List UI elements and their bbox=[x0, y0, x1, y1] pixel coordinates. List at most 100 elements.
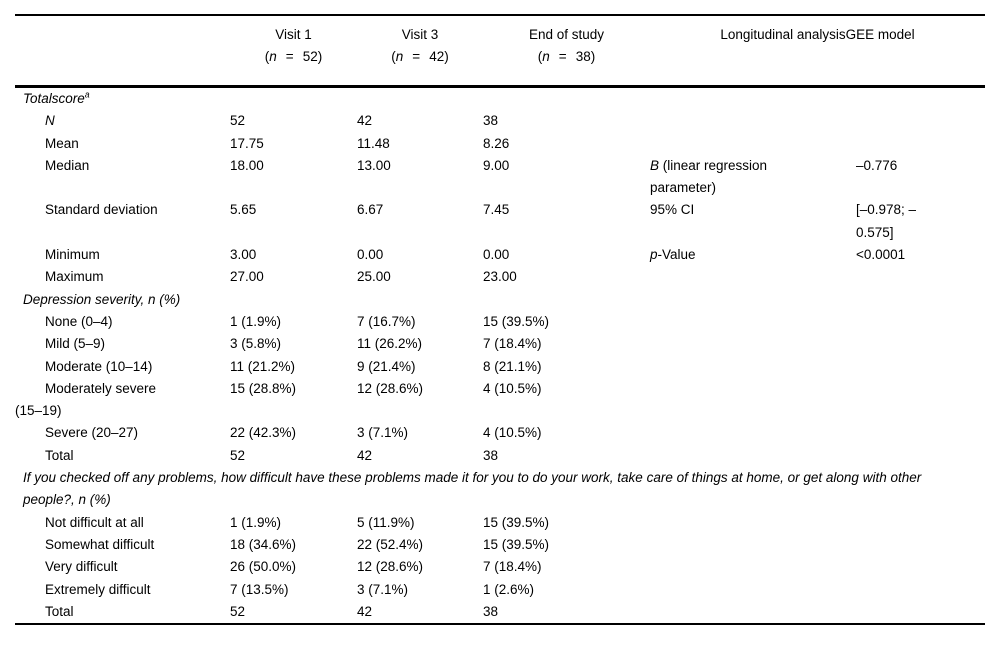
table-row: Standard deviation 5.65 6.67 7.45 95% CI [–0.… bbox=[15, 199, 985, 244]
visit1-value: 11 (21.2%) bbox=[230, 358, 296, 374]
table-row: Maximum 27.00 25.00 23.00 bbox=[15, 266, 985, 288]
visit1-value: 17.75 bbox=[230, 135, 264, 151]
gee-statistic-label bbox=[650, 512, 800, 534]
gee-statistic-label bbox=[650, 133, 800, 155]
end-of-study-value: 7.45 bbox=[483, 202, 510, 218]
footnote-marker: a bbox=[84, 89, 90, 100]
visit3-value: 42 bbox=[357, 113, 373, 129]
header-spacer bbox=[15, 24, 230, 85]
gee-statistic-value: –0.776 bbox=[856, 157, 898, 173]
column-header-visit1: Visit 1 (n = 52) bbox=[230, 24, 357, 85]
end-of-study-value: 15 (39.5%) bbox=[483, 313, 550, 329]
gee-statistic-value bbox=[856, 133, 920, 155]
column-header-gee-model: Longitudinal analysisGEE model bbox=[720, 27, 915, 42]
gee-statistic-value bbox=[856, 266, 920, 288]
visit3-value: 3 (7.1%) bbox=[357, 581, 409, 597]
end-of-study-value: 15 (39.5%) bbox=[483, 536, 550, 552]
visit1-value: 52 bbox=[230, 113, 246, 129]
visit3-value: 6.67 bbox=[357, 202, 384, 218]
table-row: N 52 42 38 bbox=[15, 110, 985, 132]
gee-statistic-label: 95% CI bbox=[650, 202, 695, 218]
visit3-value: 42 bbox=[357, 603, 373, 619]
row-label: Somewhat difficult bbox=[45, 536, 155, 552]
row-label: Moderately severe (15–19) bbox=[15, 380, 157, 419]
section-label: Depression severity, n (%) bbox=[23, 291, 181, 307]
gee-statistic-value bbox=[856, 333, 920, 355]
row-label: Severe (20–27) bbox=[45, 425, 139, 441]
column-header-visit3: Visit 3 (n = 42) bbox=[357, 24, 483, 85]
table-row: Very difficult 26 (50.0%) 12 (28.6%) 7 (18.… bbox=[15, 556, 985, 578]
gee-statistic-value: [–0.978; –0.575] bbox=[856, 202, 917, 240]
visit1-value: 26 (50.0%) bbox=[230, 559, 297, 575]
row-label: Minimum bbox=[45, 247, 100, 263]
gee-statistic-label bbox=[650, 422, 800, 444]
end-of-study-value: 7 (18.4%) bbox=[483, 559, 542, 575]
visit1-n: (n = 52) bbox=[264, 48, 323, 64]
visit3-value: 11.48 bbox=[357, 135, 390, 151]
gee-statistic-value bbox=[856, 110, 920, 132]
column-header-end-of-study: End of study (n = 38) bbox=[483, 24, 650, 85]
table-row: Minimum 3.00 0.00 0.00 p-Value <0.0001 bbox=[15, 244, 985, 266]
visit3-value: 9 (21.4%) bbox=[357, 358, 416, 374]
gee-statistic-label bbox=[650, 534, 800, 556]
row-label: Moderate (10–14) bbox=[45, 358, 153, 374]
end-of-study-value: 38 bbox=[483, 447, 499, 463]
visit1-value: 52 bbox=[230, 447, 246, 463]
visit1-value: 1 (1.9%) bbox=[230, 514, 282, 530]
section-header-row: If you checked off any problems, how dif… bbox=[15, 467, 985, 512]
row-label: Maximum bbox=[45, 269, 104, 285]
visit3-value: 5 (11.9%) bbox=[357, 514, 415, 530]
gee-statistic-value: <0.0001 bbox=[856, 247, 906, 263]
gee-statistic-label bbox=[650, 378, 800, 423]
table-row: Severe (20–27) 22 (42.3%) 3 (7.1%) 4 (10.5%… bbox=[15, 422, 985, 444]
row-label: N bbox=[45, 113, 55, 129]
visit1-value: 3.00 bbox=[230, 247, 257, 263]
end-of-study-value: 0.00 bbox=[483, 247, 510, 263]
table-row: Somewhat difficult 18 (34.6%) 22 (52.4%) 15… bbox=[15, 534, 985, 556]
visit3-value: 13.00 bbox=[357, 157, 391, 173]
gee-statistic-value bbox=[856, 601, 920, 623]
visit3-value: 12 (28.6%) bbox=[357, 380, 424, 396]
row-label: Standard deviation bbox=[45, 202, 158, 218]
row-label: Very difficult bbox=[45, 559, 118, 575]
gee-statistic-label bbox=[650, 110, 800, 132]
end-of-study-value: 38 bbox=[483, 113, 499, 129]
gee-statistic-symbol: B bbox=[650, 157, 660, 173]
visit1-value: 15 (28.8%) bbox=[230, 380, 297, 396]
table-header: Visit 1 (n = 52) Visit 3 (n = 42) End of stu… bbox=[15, 16, 985, 85]
gee-statistic-value bbox=[856, 378, 920, 423]
gee-statistic-symbol: p bbox=[650, 247, 658, 263]
table-rule-header-bottom bbox=[15, 85, 985, 88]
end-of-study-label: End of study bbox=[528, 27, 605, 42]
visit1-value: 3 (5.8%) bbox=[230, 336, 282, 352]
gee-statistic-value bbox=[856, 311, 920, 333]
row-label: Mild (5–9) bbox=[45, 336, 106, 352]
gee-statistic-value bbox=[856, 534, 920, 556]
visit3-value: 22 (52.4%) bbox=[357, 536, 424, 552]
table-row: None (0–4) 1 (1.9%) 7 (16.7%) 15 (39.5%) bbox=[15, 311, 985, 333]
statistics-table: Visit 1 (n = 52) Visit 3 (n = 42) End of stu… bbox=[15, 14, 985, 626]
table-row: Moderately severe (15–19) 15 (28.8%) 12 (2… bbox=[15, 378, 985, 423]
visit1-value: 1 (1.9%) bbox=[230, 313, 282, 329]
visit3-n: (n = 42) bbox=[391, 48, 449, 64]
visit1-value: 18 (34.6%) bbox=[230, 536, 297, 552]
end-of-study-value: 15 (39.5%) bbox=[483, 514, 550, 530]
table-row: Median 18.00 13.00 9.00 B (linear regression… bbox=[15, 155, 985, 200]
visit1-value: 27.00 bbox=[230, 269, 264, 285]
table-body: Totalscorea N 52 42 38 Mean 17.75 11.48 8.26 Medi… bbox=[15, 88, 985, 623]
gee-statistic-label bbox=[650, 266, 800, 288]
table-row: Mean 17.75 11.48 8.26 bbox=[15, 133, 985, 155]
visit3-value: 11 (26.2%) bbox=[357, 336, 423, 352]
section-header-row: Depression severity, n (%) bbox=[15, 289, 985, 311]
end-of-study-n: (n = 38) bbox=[537, 48, 596, 64]
end-of-study-value: 23.00 bbox=[483, 269, 517, 285]
visit1-value: 22 (42.3%) bbox=[230, 425, 297, 441]
table-row: Total 52 42 38 bbox=[15, 445, 985, 467]
end-of-study-value: 7 (18.4%) bbox=[483, 336, 542, 352]
table-rule-bottom bbox=[15, 623, 985, 626]
section-header-row: Totalscorea bbox=[15, 88, 985, 110]
gee-statistic-label bbox=[650, 556, 800, 578]
visit3-value: 0.00 bbox=[357, 247, 384, 263]
visit3-value: 25.00 bbox=[357, 269, 391, 285]
visit3-value: 3 (7.1%) bbox=[357, 425, 409, 441]
